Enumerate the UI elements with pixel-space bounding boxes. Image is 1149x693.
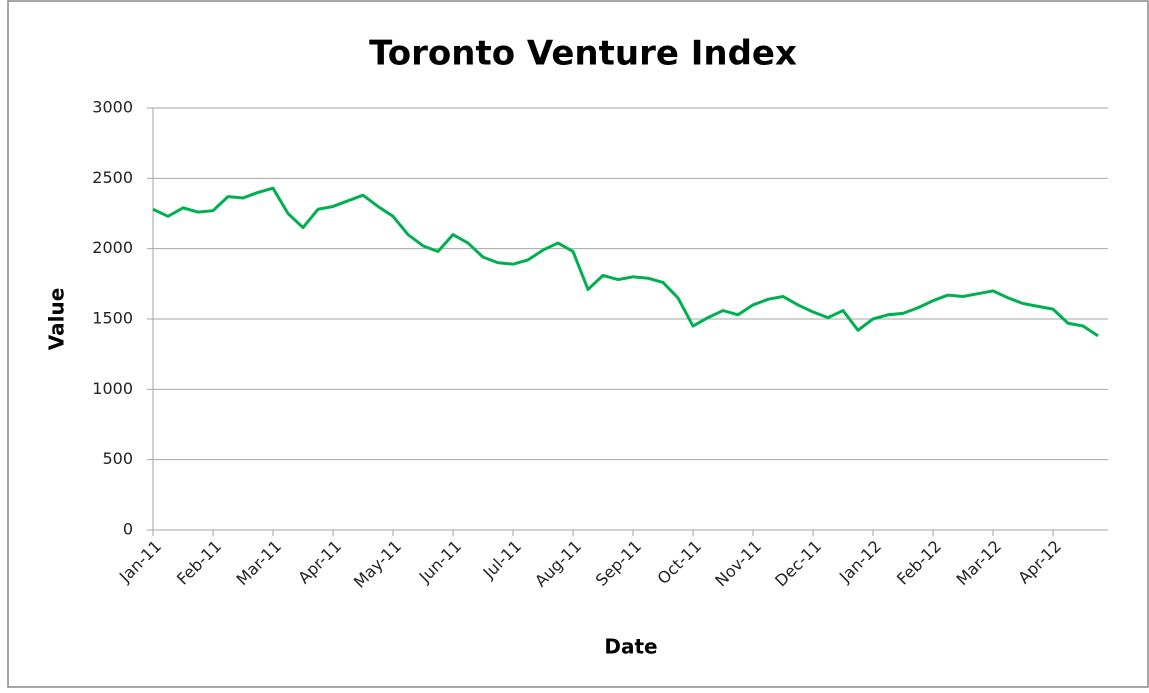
x-tick-label: Oct-11 bbox=[654, 537, 705, 588]
frame bbox=[7, 0, 1149, 688]
x-tick-label: Sep-11 bbox=[592, 537, 645, 590]
x-tick-label: Feb-11 bbox=[173, 537, 225, 589]
x-tick-label: Mar-12 bbox=[952, 537, 1005, 590]
y-tick-label: 1500 bbox=[92, 309, 133, 328]
x-tick-label: Jan-11 bbox=[115, 537, 165, 587]
y-axis-label: Value bbox=[45, 288, 69, 351]
x-tick-label: May-11 bbox=[350, 537, 405, 592]
y-tick-label: 3000 bbox=[92, 98, 133, 117]
y-tick-label: 0 bbox=[123, 520, 133, 539]
y-tick-label: 500 bbox=[102, 449, 133, 468]
x-tick-label: Apr-11 bbox=[294, 537, 345, 588]
x-tick-label: Nov-11 bbox=[711, 537, 765, 591]
x-tick-label: Feb-12 bbox=[893, 537, 945, 589]
x-tick-label: Jun-11 bbox=[415, 537, 465, 587]
x-tick-label: Dec-11 bbox=[771, 537, 825, 591]
chart-title: Toronto Venture Index bbox=[369, 34, 797, 74]
line-series bbox=[152, 186, 1099, 338]
y-tick-label: 1000 bbox=[92, 379, 133, 398]
x-tick-label: Jan-12 bbox=[835, 537, 885, 587]
x-tick-label: Mar-11 bbox=[232, 537, 285, 590]
y-tick-label: 2000 bbox=[92, 238, 133, 257]
x-tick-label: Apr-12 bbox=[1014, 537, 1065, 588]
x-tick-label: Jul-11 bbox=[479, 537, 525, 583]
x-axis-label: Date bbox=[604, 635, 657, 659]
x-tick-label: Aug-11 bbox=[531, 537, 585, 591]
y-tick-label: 2500 bbox=[92, 168, 133, 187]
